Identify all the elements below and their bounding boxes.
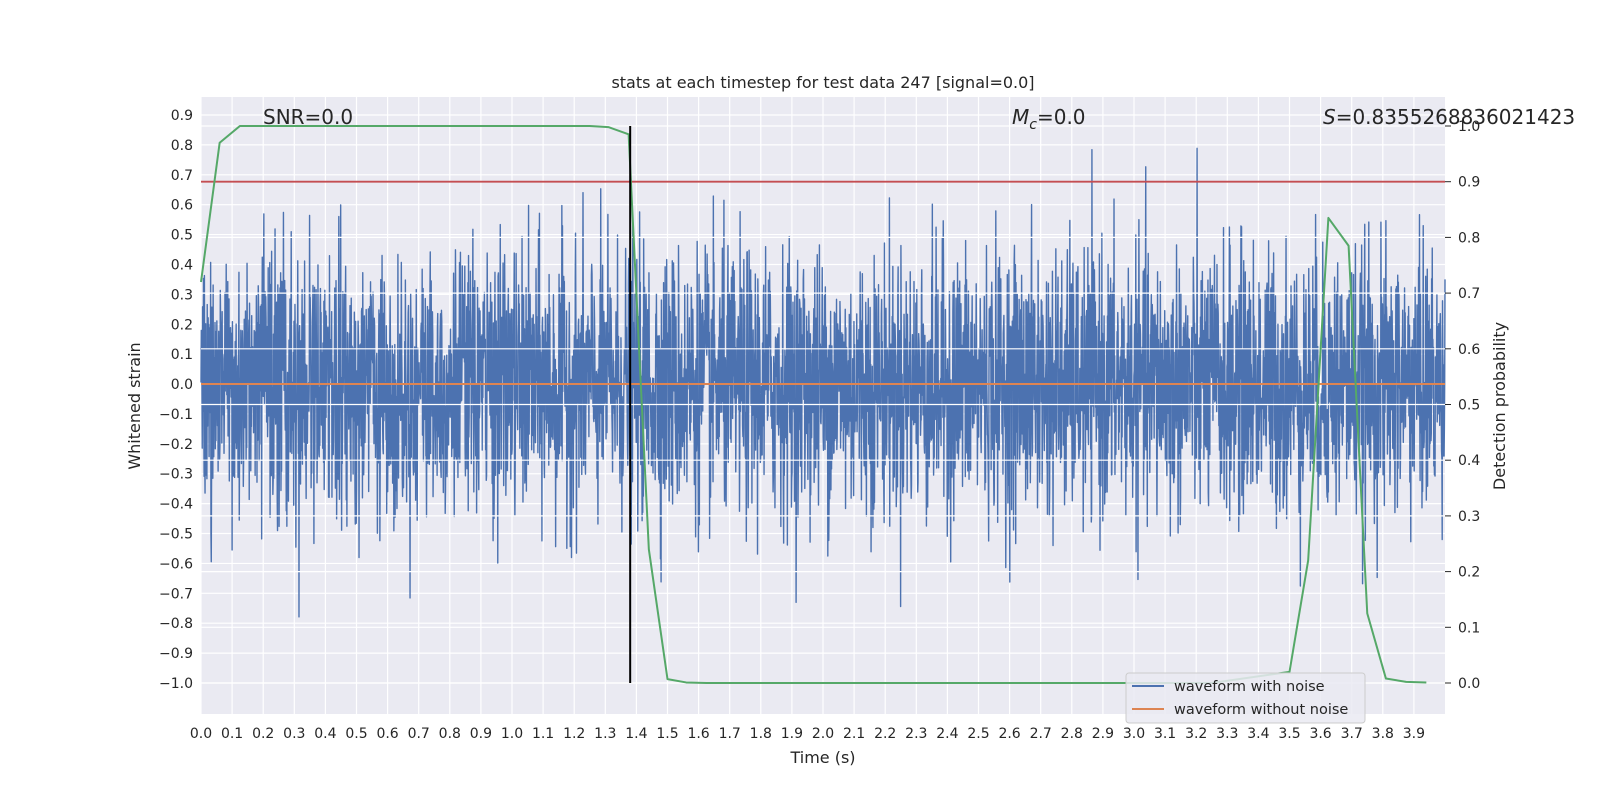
waveform-with-noise-series (200, 147, 1446, 618)
y-left-tick-label-10: −0.1 (159, 407, 193, 423)
x-tick-label-35: 3.5 (1278, 726, 1300, 742)
x-tick-label-28: 2.8 (1061, 726, 1083, 742)
y-left-tick-label-0: 0.9 (171, 108, 193, 124)
y-left-tick-label-13: −0.4 (159, 497, 193, 513)
chirp-mass-subscript: c (1029, 117, 1037, 133)
x-tick-label-5: 0.5 (345, 726, 367, 742)
y-left-tick-label-2: 0.7 (171, 168, 193, 184)
detection-probability-line (200, 125, 1427, 684)
x-tick-label-25: 2.5 (967, 726, 989, 742)
y-left-tick-label-7: 0.2 (171, 317, 193, 333)
x-tick-label-21: 2.1 (843, 726, 865, 742)
y-left-tick-label-14: −0.5 (159, 527, 193, 543)
x-tick-label-19: 1.9 (781, 726, 803, 742)
legend-label-clean: waveform without noise (1174, 702, 1348, 718)
x-tick-label-11: 1.1 (532, 726, 554, 742)
legend-label-noise: waveform with noise (1174, 679, 1325, 695)
x-tick-label-33: 3.3 (1216, 726, 1238, 742)
x-tick-label-38: 3.8 (1372, 726, 1394, 742)
x-tick-label-3: 0.3 (283, 726, 305, 742)
y-left-tick-label-17: −0.8 (159, 616, 193, 632)
y-left-tick-label-19: −1.0 (159, 676, 193, 692)
y-left-tick-label-9: 0.0 (171, 377, 193, 393)
x-tick-label-36: 3.6 (1309, 726, 1331, 742)
chirp-mass-value: =0.0 (1037, 105, 1086, 129)
x-tick-label-18: 1.8 (750, 726, 772, 742)
y-left-tick-label-15: −0.6 (159, 556, 193, 572)
x-tick-label-22: 2.2 (874, 726, 896, 742)
chart-title: stats at each timestep for test data 247… (611, 73, 1034, 92)
chirp-mass-symbol: M (1012, 105, 1029, 129)
detection-probability-series (200, 125, 1427, 684)
x-tick-label-7: 0.7 (408, 726, 430, 742)
x-tick-label-6: 0.6 (376, 726, 398, 742)
y-left-tick-label-8: 0.1 (171, 347, 193, 363)
x-tick-label-12: 1.2 (563, 726, 585, 742)
y-left-tick-label-11: −0.2 (159, 437, 193, 453)
x-tick-label-24: 2.4 (936, 726, 958, 742)
y-right-tick-label-4: 0.6 (1458, 342, 1480, 358)
x-tick-label-9: 0.9 (470, 726, 492, 742)
chirp-mass-annotation: Mc=0.0 (1012, 105, 1086, 133)
x-tick-label-34: 3.4 (1247, 726, 1269, 742)
y-left-tick-label-3: 0.6 (171, 198, 193, 214)
s-statistic-annotation: S=0.8355268836021423 (1323, 105, 1575, 129)
x-tick-label-27: 2.7 (1030, 726, 1052, 742)
x-tick-label-23: 2.3 (905, 726, 927, 742)
y-left-tick-label-1: 0.8 (171, 138, 193, 154)
y-right-tick-label-8: 0.2 (1458, 565, 1480, 581)
x-tick-label-14: 1.4 (625, 726, 647, 742)
x-axis-label: Time (s) (789, 748, 855, 767)
y-left-tick-labels: 0.9 0.8 0.7 0.6 0.5 0.4 0.3 0.2 0.1 0.0 −0.1 −0.2 −0… (159, 108, 193, 692)
x-tick-label-10: 1.0 (501, 726, 523, 742)
x-tick-label-16: 1.6 (687, 726, 709, 742)
x-tick-label-30: 3.0 (1123, 726, 1145, 742)
right-axis-gridlines (201, 125, 1451, 684)
x-tick-label-2: 0.2 (252, 726, 274, 742)
legend-box (1125, 672, 1366, 724)
y-right-tick-label-0: 1.0 (1458, 119, 1480, 135)
y-right-tick-label-7: 0.3 (1458, 509, 1480, 525)
s-statistic-symbol: S (1323, 105, 1336, 129)
x-tick-label-20: 2.0 (812, 726, 834, 742)
y-left-tick-label-18: −0.9 (159, 646, 193, 662)
s-statistic-value: =0.8355268836021423 (1336, 105, 1575, 129)
waveform-with-noise-line (200, 147, 1446, 618)
x-tick-label-26: 2.6 (998, 726, 1020, 742)
x-tick-label-1: 0.1 (221, 726, 243, 742)
y-left-tick-label-4: 0.5 (171, 228, 193, 244)
x-tick-label-29: 2.9 (1092, 726, 1114, 742)
y-left-tick-label-16: −0.7 (159, 586, 193, 602)
y-right-tick-label-10: 0.0 (1458, 676, 1480, 692)
y-right-tick-label-3: 0.7 (1458, 286, 1480, 302)
y-left-tick-label-6: 0.3 (171, 287, 193, 303)
legend: waveform with noise waveform without noi… (1125, 672, 1366, 724)
y-right-tick-label-1: 0.9 (1458, 175, 1480, 191)
x-tick-labels: 0.0 0.1 0.2 0.3 0.4 0.5 0.6 0.7 0.8 0.9 1.0 1.1 1.2 1… (190, 726, 1425, 742)
x-tick-label-4: 0.4 (314, 726, 336, 742)
x-tick-label-37: 3.7 (1341, 726, 1363, 742)
snr-annotation: SNR=0.0 (263, 105, 353, 129)
x-tick-label-15: 1.5 (656, 726, 678, 742)
x-tick-label-0: 0.0 (190, 726, 212, 742)
x-tick-label-39: 3.9 (1403, 726, 1425, 742)
y-left-tick-label-12: −0.3 (159, 467, 193, 483)
x-tick-label-17: 1.7 (719, 726, 741, 742)
x-tick-label-31: 3.1 (1154, 726, 1176, 742)
x-tick-label-13: 1.3 (594, 726, 616, 742)
x-tick-label-32: 3.2 (1185, 726, 1207, 742)
y-right-tick-label-6: 0.4 (1458, 453, 1480, 469)
y-left-tick-label-5: 0.4 (171, 257, 193, 273)
y-left-axis-label: Whitened strain (125, 342, 144, 469)
y-right-tick-label-2: 0.8 (1458, 230, 1480, 246)
y-right-axis-label: Detection probability (1490, 322, 1509, 490)
y-right-tick-labels: 1.0 0.9 0.8 0.7 0.6 0.5 0.4 0.3 0.2 0.1 0.0 (1458, 119, 1480, 692)
x-tick-label-8: 0.8 (439, 726, 461, 742)
y-right-tick-label-9: 0.1 (1458, 620, 1480, 636)
y-right-tick-label-5: 0.5 (1458, 398, 1480, 414)
